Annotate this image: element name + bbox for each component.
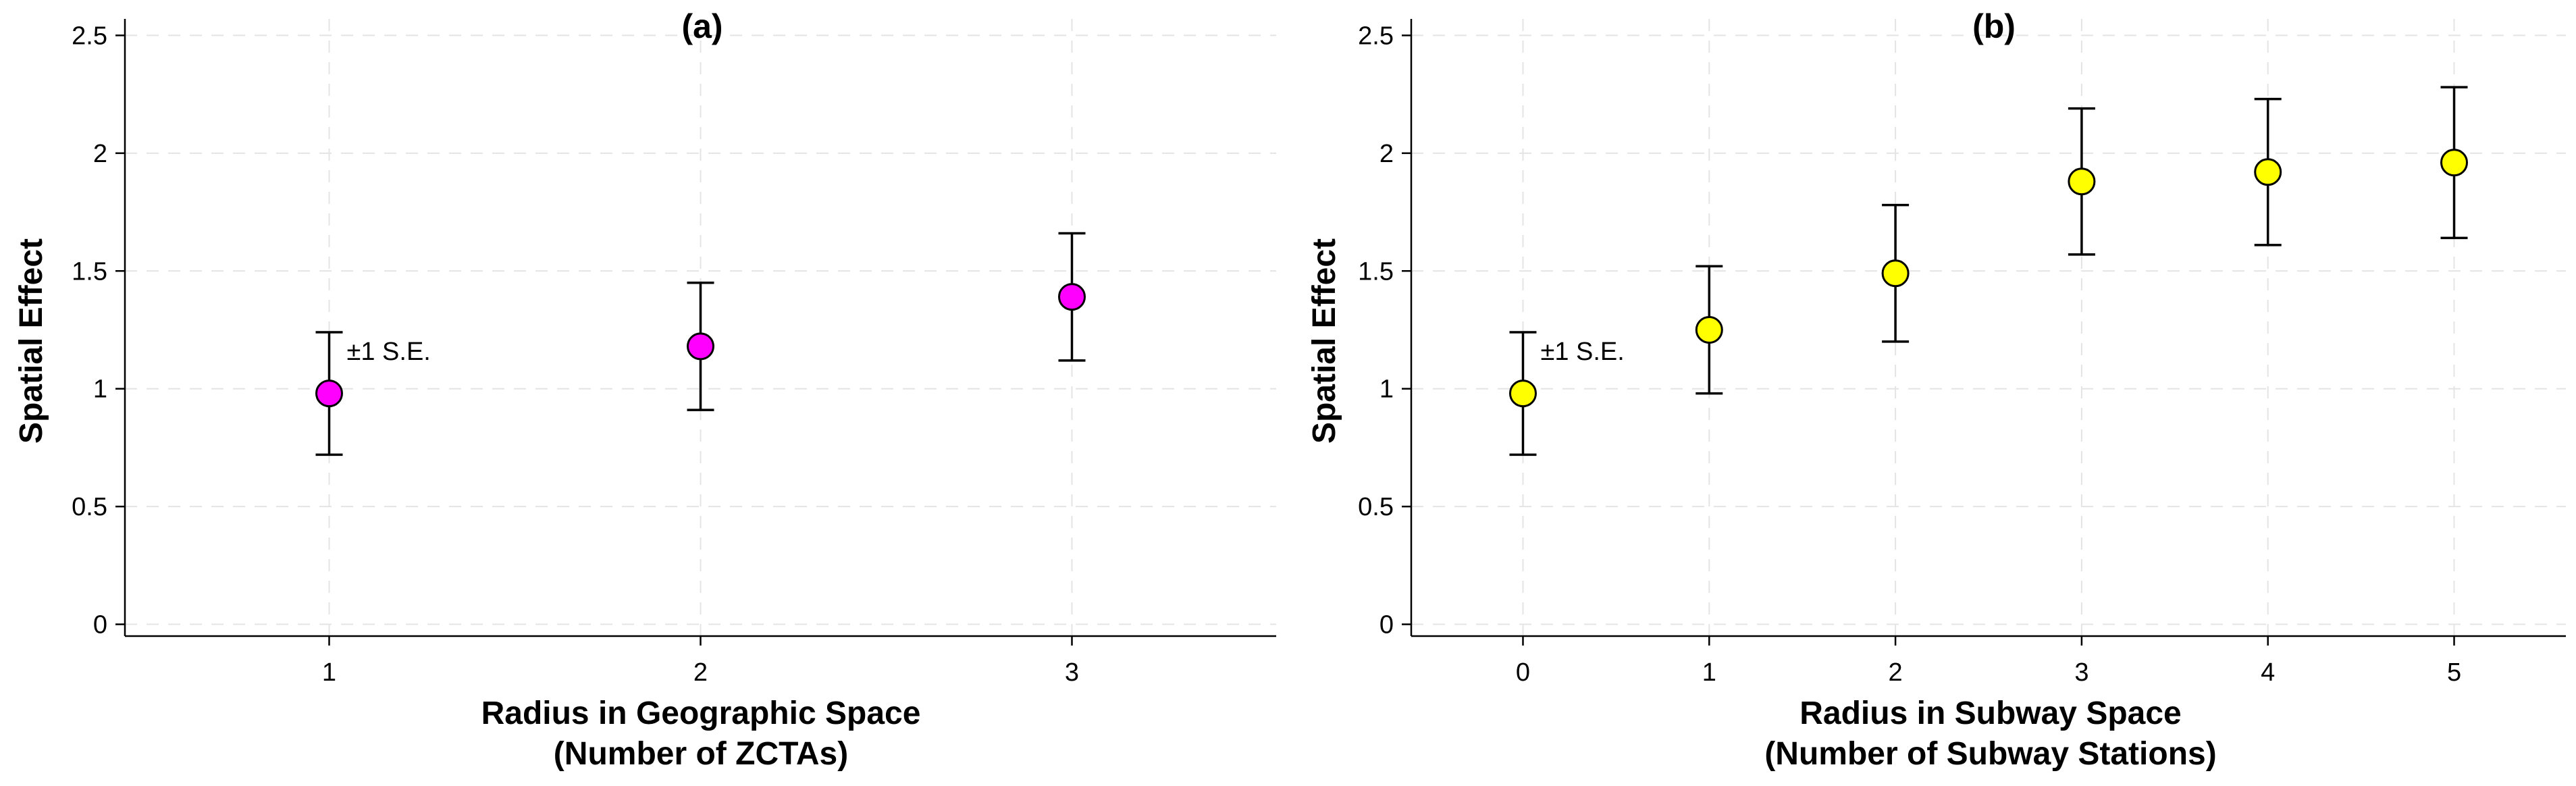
panel-b-data-point-0 bbox=[1508, 379, 1537, 408]
panel-a-marks bbox=[315, 232, 1086, 456]
panel-a-y-tick-label: 1 bbox=[93, 375, 107, 404]
panel-b-x-tick-label: 5 bbox=[2447, 658, 2461, 687]
panel-b-y-tick-label: 1 bbox=[1379, 375, 1394, 404]
panel-b-x-tick-label: 1 bbox=[1702, 658, 1716, 687]
panel-b-data-point-3 bbox=[2068, 167, 2096, 196]
panel-b-y-tick-label: 2.5 bbox=[1358, 22, 1394, 50]
panel-b-marks bbox=[1508, 86, 2469, 456]
panel-a-x-axis-title: Radius in Geographic Space bbox=[481, 696, 921, 731]
panel-a-se-annotation: ±1 S.E. bbox=[347, 338, 431, 366]
panel-b-data-point-1 bbox=[1695, 315, 1723, 344]
panel-b-y-axis-title: Spatial Effect bbox=[1307, 238, 1342, 444]
panel-b-data-point-2 bbox=[1881, 259, 1910, 288]
panel-a-x-tick-label: 3 bbox=[1065, 658, 1079, 687]
panel-a-y-axis-title: Spatial Effect bbox=[14, 238, 49, 444]
panel-a-x-axis-subtitle: (Number of ZCTAs) bbox=[554, 736, 848, 772]
panel-b-grid bbox=[1411, 19, 2566, 636]
panel-a-data-point-2 bbox=[1058, 283, 1086, 311]
panel-b-y-tick-label: 2 bbox=[1379, 140, 1394, 168]
panel-b-se-annotation: ±1 S.E. bbox=[1540, 338, 1624, 366]
panel-b-data-point-4 bbox=[2254, 158, 2282, 186]
panel-a-label: (a) bbox=[681, 7, 722, 45]
panel-b-x-tick-label: 4 bbox=[2261, 658, 2275, 687]
panel-a-ticks: 0 0.5 1 1.5 2 2.5 1 2 3 bbox=[72, 22, 1079, 687]
panel-b-x-tick-label: 3 bbox=[2074, 658, 2088, 687]
panel-b-y-tick-label: 0 bbox=[1379, 611, 1394, 639]
panel-b-x-tick-label: 0 bbox=[1516, 658, 1530, 687]
panel-a-y-tick-label: 2.5 bbox=[72, 22, 107, 50]
panel-b-x-axis-title: Radius in Subway Space bbox=[1799, 696, 2182, 731]
panel-a-y-tick-label: 2 bbox=[93, 140, 107, 168]
panel-a-x-tick-label: 2 bbox=[693, 658, 708, 687]
panel-a-data-point-0 bbox=[315, 379, 343, 408]
panel-a-y-tick-label: 0 bbox=[93, 611, 107, 639]
panel-b-x-tick-label: 2 bbox=[1889, 658, 1903, 687]
panel-a: 0 0.5 1 1.5 2 2.5 1 2 3 (a) Radius in Geographic… bbox=[14, 7, 1276, 772]
panel-b-y-tick-label: 0.5 bbox=[1358, 493, 1394, 521]
panel-b-y-tick-label: 1.5 bbox=[1358, 257, 1394, 286]
panel-a-y-tick-label: 0.5 bbox=[72, 493, 107, 521]
panel-b: 0 0.5 1 1.5 2 2.5 0 1 2 3 4 5 (b) Radius in Subway … bbox=[1307, 7, 2566, 772]
panel-a-data-point-1 bbox=[687, 332, 714, 361]
panel-b-ticks: 0 0.5 1 1.5 2 2.5 0 1 2 3 4 5 bbox=[1358, 22, 2461, 687]
panel-a-x-tick-label: 1 bbox=[322, 658, 336, 687]
panel-b-data-point-5 bbox=[2440, 149, 2469, 177]
panel-b-x-axis-subtitle: (Number of Subway Stations) bbox=[1764, 736, 2216, 772]
panel-a-y-tick-label: 1.5 bbox=[72, 257, 107, 286]
panel-b-label: (b) bbox=[1972, 7, 2016, 45]
